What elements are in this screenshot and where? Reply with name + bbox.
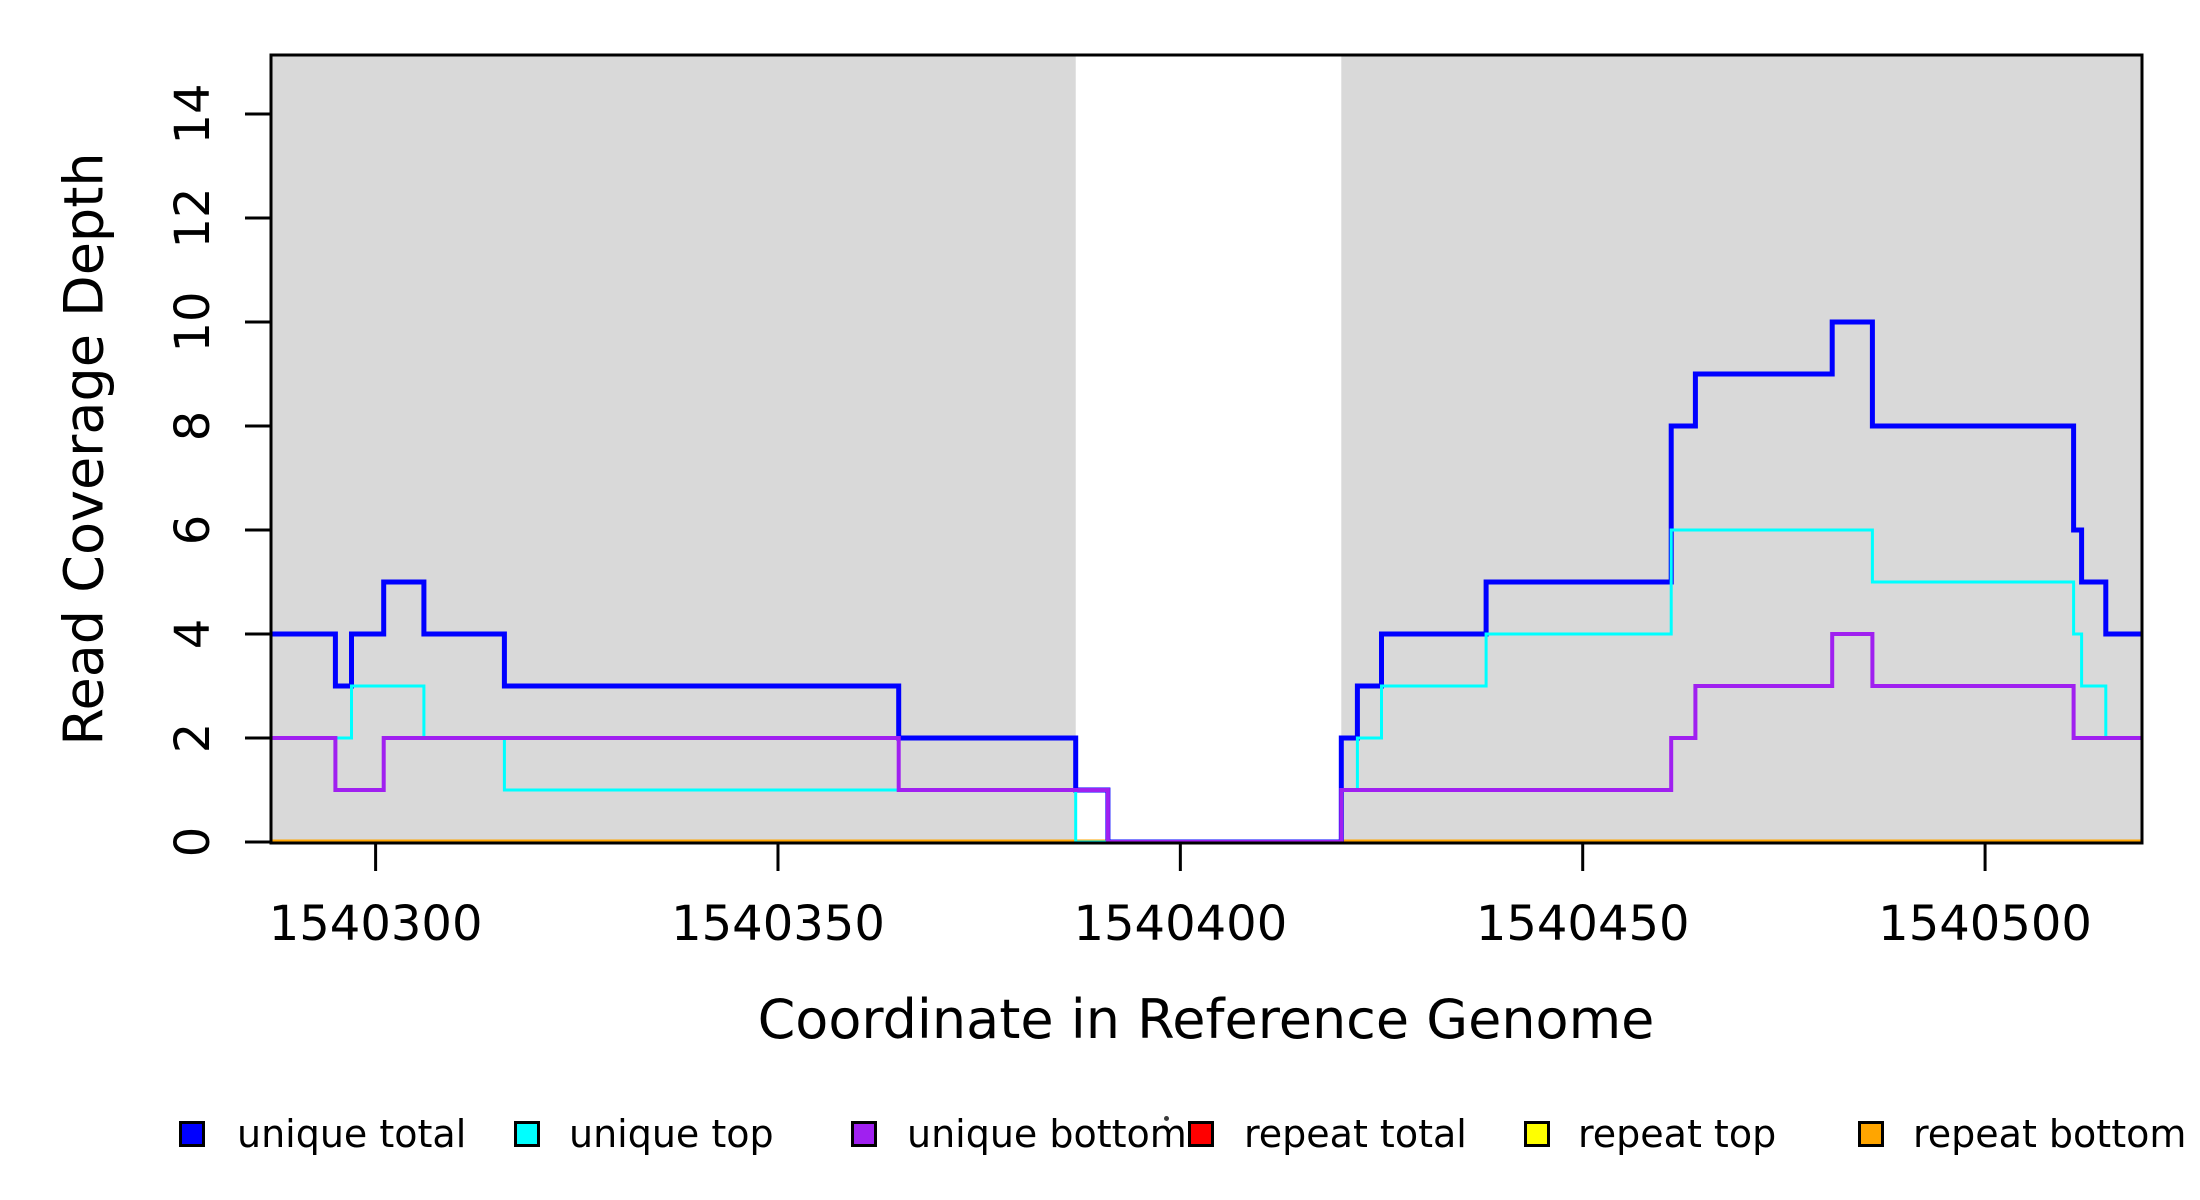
plot-box-border: [269, 53, 2144, 845]
y-axis-tick-label: 12: [165, 187, 221, 248]
x-axis-tick-label: 1540500: [1878, 896, 2092, 952]
y-axis-tick-label: 6: [165, 515, 221, 546]
series-line-unique-bottom: [271, 632, 2142, 844]
x-axis-tick-label: 1540350: [671, 896, 885, 952]
shaded-region: [271, 55, 1076, 843]
y-axis-tick-label: 4: [165, 619, 221, 650]
stray-dot: [1164, 1116, 1169, 1121]
y-axis-tick-label: 10: [165, 291, 221, 352]
y-axis-tick-label: 14: [165, 83, 221, 144]
y-axis-tick-label: 8: [165, 411, 221, 442]
y-axis-tick-label: 0: [165, 827, 221, 858]
shaded-region: [1341, 55, 2142, 843]
x-axis-title: Coordinate in Reference Genome: [758, 988, 1655, 1051]
y-axis-tick-label: 2: [165, 723, 221, 754]
y-axis-title: Read Coverage Depth: [53, 152, 116, 745]
x-axis-tick-label: 1540400: [1073, 896, 1287, 952]
axis-ticks-layer: 1540300 1540350 1540400 1540450 1540500 0 2 4 6 8…: [165, 83, 2092, 952]
x-axis-tick-label: 1540450: [1476, 896, 1690, 952]
shaded-regions-layer: [271, 55, 2142, 843]
series-line-unique-total: [271, 319, 2142, 845]
x-axis-tick-label: 1540300: [269, 896, 483, 952]
